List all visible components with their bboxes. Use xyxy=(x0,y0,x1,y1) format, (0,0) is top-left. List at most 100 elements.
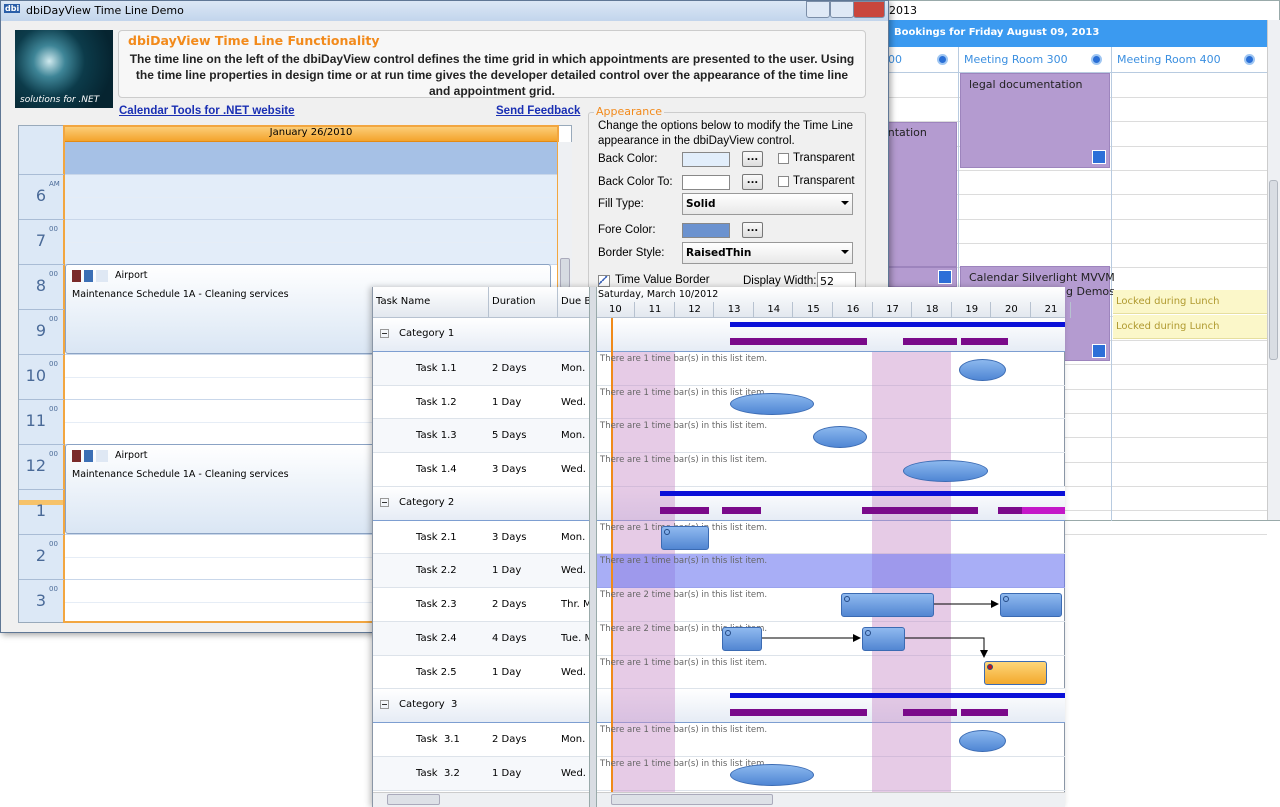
hour-line xyxy=(19,174,64,175)
timeline-date: Saturday, March 10/2012 xyxy=(598,289,719,300)
task-name: Task 1.3 xyxy=(416,430,457,442)
task-info: There are 1 time bar(s) in this list ite… xyxy=(600,725,768,735)
hour-label: 6 xyxy=(35,186,46,205)
bar-handle xyxy=(865,629,871,636)
maximize-button[interactable] xyxy=(830,1,854,18)
time-bar[interactable] xyxy=(984,660,1047,685)
time-bar[interactable] xyxy=(730,763,814,786)
hour-tick xyxy=(832,302,833,318)
time-bar[interactable] xyxy=(813,426,867,449)
task-name: Task 1.4 xyxy=(416,464,457,475)
link[interactable]: Send Feedback xyxy=(496,105,581,117)
bar-handle xyxy=(1003,596,1009,602)
spin-value[interactable]: 52 xyxy=(817,272,856,290)
task-row xyxy=(597,352,1065,386)
task-info: There are 1 time bar(s) in this list ite… xyxy=(600,353,768,364)
time-bar[interactable] xyxy=(722,626,762,651)
category-row xyxy=(373,689,589,723)
time-bar[interactable] xyxy=(730,392,814,415)
appointment-text: legal documentation xyxy=(969,78,1083,91)
scroll-thumb[interactable] xyxy=(387,794,440,805)
minutes-label: 00 xyxy=(49,585,58,593)
checkbox[interactable] xyxy=(598,275,610,287)
task-row[interactable] xyxy=(373,419,589,453)
appointment[interactable] xyxy=(960,73,1110,168)
checkbox[interactable] xyxy=(778,176,789,187)
hour-label: 11 xyxy=(25,411,46,430)
dropdown[interactable]: RaisedThin xyxy=(682,242,853,264)
category-name: Category 3 xyxy=(399,699,458,711)
task-info: There are 1 time bar(s) in this list ite… xyxy=(600,421,768,432)
checkbox[interactable] xyxy=(778,153,789,164)
heading: dbiDayView Time Line Functionality xyxy=(128,33,380,48)
task-duration: 4 Days xyxy=(492,632,527,644)
hour-tick xyxy=(911,302,913,318)
scroll-thumb[interactable] xyxy=(611,794,773,805)
hour-label: 3 xyxy=(35,591,46,610)
minutes-label: 00 xyxy=(49,540,58,548)
color-swatch[interactable] xyxy=(682,223,730,238)
task-row[interactable] xyxy=(373,621,589,656)
task-info: There are 1 time bar(s) in this list ite… xyxy=(600,556,768,567)
scroll-thumb[interactable] xyxy=(1269,180,1278,360)
collapse-toggle[interactable] xyxy=(380,497,389,507)
task-row[interactable] xyxy=(373,554,589,588)
color-swatch[interactable] xyxy=(682,152,730,167)
task-row[interactable] xyxy=(373,655,589,690)
splitter[interactable] xyxy=(589,287,597,807)
task-name: Task 3.1 xyxy=(416,734,460,745)
slot-line xyxy=(64,241,558,243)
task-due: Mon. xyxy=(561,362,586,374)
task-duration: 1 Day xyxy=(492,565,522,577)
task-row[interactable] xyxy=(373,723,589,757)
field-label: Back Color To: xyxy=(598,176,673,188)
task-row[interactable] xyxy=(373,453,589,487)
appointment-text: g Demos xyxy=(1066,285,1115,298)
appointment[interactable] xyxy=(881,122,957,267)
close-button[interactable] xyxy=(853,1,885,18)
hour-tick xyxy=(1030,302,1031,318)
date-header-text: January 26/2010 xyxy=(269,127,353,138)
scroll-thumb[interactable] xyxy=(560,258,570,288)
summary-segment xyxy=(722,506,761,514)
time-bar[interactable] xyxy=(841,593,934,617)
ellipsis-button[interactable]: ... xyxy=(742,222,763,238)
collapse-toggle[interactable] xyxy=(380,700,389,710)
slot-line xyxy=(64,421,558,423)
task-row[interactable] xyxy=(373,520,589,555)
time-bar[interactable] xyxy=(903,460,988,482)
dropdown[interactable]: Solid xyxy=(682,193,853,215)
collapse-toggle[interactable] xyxy=(380,329,389,338)
hour-label: 16 xyxy=(846,304,860,315)
rss-icon xyxy=(1092,150,1106,164)
task-row[interactable] xyxy=(373,351,589,386)
locked-text: Locked during Lunch xyxy=(1116,296,1220,307)
ellipsis-button[interactable]: ... xyxy=(742,174,763,190)
summary-segment xyxy=(998,506,1022,514)
hour-line xyxy=(19,399,64,400)
task-due: Wed. xyxy=(561,464,586,475)
hour-label: 2 xyxy=(35,546,46,565)
task-row[interactable] xyxy=(373,385,589,420)
ellipsis-button[interactable]: ... xyxy=(742,151,763,167)
minutes-label: 00 xyxy=(49,270,58,278)
column-divider xyxy=(958,47,959,521)
collapse-minus xyxy=(382,501,387,503)
task-row[interactable] xyxy=(373,756,589,791)
task-name: Task 2.2 xyxy=(416,565,457,577)
time-bar[interactable] xyxy=(1000,593,1062,617)
time-bar[interactable] xyxy=(959,730,1006,752)
summary-segment xyxy=(961,709,1008,717)
task-row[interactable] xyxy=(373,588,589,622)
color-swatch[interactable] xyxy=(682,175,730,190)
locked-text: Locked during Lunch xyxy=(1116,321,1220,332)
minimize-button[interactable] xyxy=(806,1,830,18)
hour-label: 15 xyxy=(807,304,820,315)
link[interactable]: Calendar Tools for .NET website xyxy=(119,105,295,117)
column-icon xyxy=(937,54,948,65)
dropdown-arrow xyxy=(841,250,849,254)
hour-tick xyxy=(990,302,992,318)
slot-line xyxy=(64,196,558,198)
task-due: Wed. xyxy=(561,396,586,408)
time-bar[interactable] xyxy=(959,358,1006,381)
